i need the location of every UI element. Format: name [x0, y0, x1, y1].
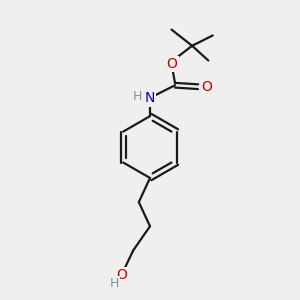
Text: N: N — [145, 92, 155, 106]
Text: O: O — [167, 57, 178, 71]
Text: H: H — [110, 277, 119, 290]
Text: O: O — [201, 80, 212, 94]
Text: H: H — [133, 90, 142, 103]
Text: O: O — [116, 268, 127, 282]
